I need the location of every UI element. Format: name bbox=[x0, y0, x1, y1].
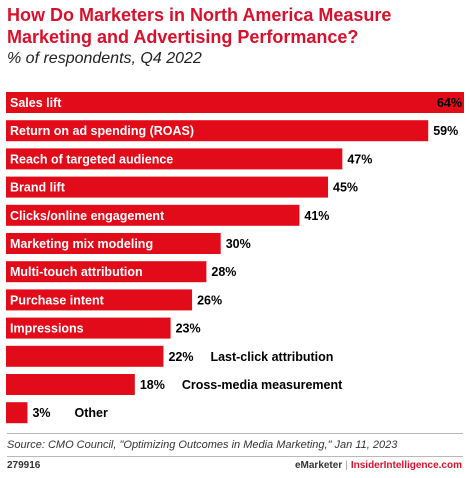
chart-title: How Do Marketers in North America Measur… bbox=[7, 5, 392, 47]
bar-value-label: 47% bbox=[347, 152, 372, 166]
bar bbox=[6, 233, 221, 254]
bar-value-label: 28% bbox=[211, 265, 236, 279]
bar bbox=[6, 374, 135, 395]
bar-category-label: Cross-media measurement bbox=[182, 378, 343, 392]
source-note: Source: CMO Council, "Optimizing Outcome… bbox=[7, 439, 398, 451]
bar-chart: Sales lift 64% Return on ad spending (ROAS… bbox=[6, 92, 464, 424]
bar-value-label: 59% bbox=[433, 124, 458, 138]
bar-value-label: 64% bbox=[437, 96, 462, 110]
brand-separator: | bbox=[345, 460, 348, 471]
bar-category-label: Brand lift bbox=[10, 181, 66, 195]
bar-category-label: Clicks/online engagement bbox=[10, 209, 165, 223]
bar bbox=[6, 204, 300, 226]
bar-value-label: 3% bbox=[32, 406, 50, 420]
brand-insider-intelligence: InsiderIntelligence.com bbox=[350, 460, 462, 471]
bar-category-label: Impressions bbox=[10, 322, 84, 336]
bar-value-label: 26% bbox=[197, 293, 222, 307]
brand-emarketer: eMarketer bbox=[294, 460, 343, 471]
source-divider bbox=[7, 433, 463, 434]
bar bbox=[6, 289, 193, 311]
bar-category-label: Reach of targeted audience bbox=[10, 152, 173, 166]
bar bbox=[6, 317, 171, 339]
bar-value-label: 22% bbox=[168, 350, 193, 364]
bar bbox=[6, 261, 207, 283]
chart-id: 279916 bbox=[7, 460, 41, 471]
bar-category-label: Last-click attribution bbox=[210, 350, 333, 364]
footer-divider bbox=[7, 456, 463, 457]
bar bbox=[6, 176, 329, 198]
bar-category-label: Return on ad spending (ROAS) bbox=[10, 124, 194, 138]
chart-subtitle: % of respondents, Q4 2022 bbox=[7, 50, 202, 67]
bar bbox=[6, 148, 343, 170]
bar-category-label: Other bbox=[74, 406, 107, 420]
bar bbox=[6, 402, 28, 424]
bar-category-label: Purchase intent bbox=[10, 293, 105, 307]
bar-category-label: Marketing mix modeling bbox=[10, 237, 153, 251]
bar-category-label: Sales lift bbox=[10, 96, 62, 110]
bar-value-label: 45% bbox=[333, 181, 358, 195]
bar-value-label: 30% bbox=[226, 237, 251, 251]
bar-category-label: Multi-touch attribution bbox=[10, 265, 143, 279]
brand: eMarketer | InsiderIntelligence.com bbox=[295, 460, 462, 471]
bar-value-label: 23% bbox=[176, 322, 201, 336]
bar-value-label: 41% bbox=[304, 209, 329, 223]
bar bbox=[6, 92, 464, 113]
bar bbox=[6, 345, 164, 367]
bar-value-label: 18% bbox=[140, 378, 165, 392]
bar bbox=[6, 120, 429, 142]
